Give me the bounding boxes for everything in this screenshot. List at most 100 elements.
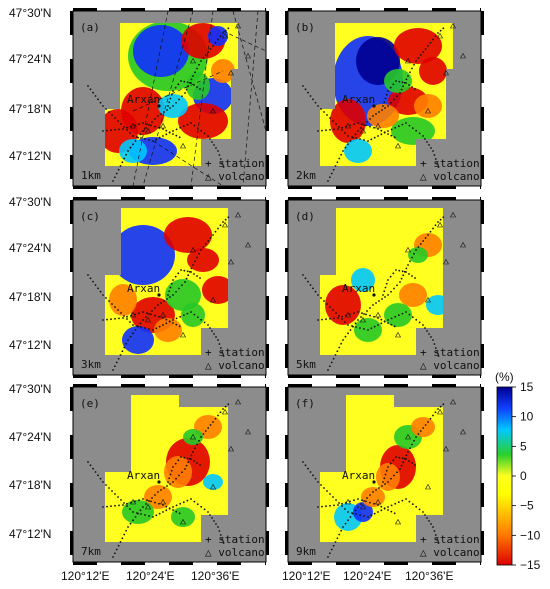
station-marker (373, 325, 376, 328)
station-marker (87, 274, 89, 276)
station-marker (314, 477, 317, 480)
volcano-marker (374, 498, 382, 505)
frame-bar (288, 384, 312, 387)
frame-bar (285, 344, 288, 368)
map-panel-f: Arxan (f) 9km + station△ volcano (285, 384, 484, 565)
station-marker (424, 327, 426, 329)
station-marker (352, 136, 354, 139)
station-marker (432, 526, 434, 528)
station-marker (309, 471, 312, 473)
station-marker (381, 485, 383, 487)
anomaly-region (414, 94, 442, 118)
station-marker (378, 300, 380, 302)
volcano-marker (209, 107, 217, 114)
station-marker (340, 529, 343, 532)
station-marker (183, 80, 186, 83)
station-marker (401, 312, 404, 315)
station-marker (123, 533, 126, 536)
station-marker (372, 491, 374, 493)
station-marker (92, 467, 94, 470)
station-marker (359, 327, 361, 329)
station-marker (442, 27, 445, 30)
station-marker (380, 133, 383, 136)
frame-bar (70, 483, 73, 507)
station-marker (190, 498, 192, 500)
station-marker (185, 277, 188, 280)
station-marker (336, 350, 339, 353)
station-marker (196, 275, 198, 277)
station-marker (390, 323, 393, 326)
station-marker (140, 137, 142, 139)
station-marker (212, 45, 214, 47)
fault-line (142, 10, 194, 187)
station-marker (122, 504, 124, 506)
station-marker (352, 325, 354, 328)
depth-label: 1km (81, 169, 101, 182)
station-marker (177, 272, 180, 275)
lat-tick-label: 47°24'N (9, 241, 51, 255)
frame-bar (70, 435, 73, 459)
station-marker (151, 497, 153, 499)
station-marker (355, 137, 357, 139)
frame-bar (481, 59, 484, 83)
station-marker (151, 310, 153, 312)
station-marker (312, 474, 314, 477)
station-marker (179, 502, 182, 505)
volcano-marker (359, 127, 367, 134)
station-marker (211, 517, 213, 519)
station-marker (439, 405, 442, 408)
volcano-marker (227, 258, 235, 265)
station-marker (341, 126, 343, 129)
station-marker (317, 319, 319, 321)
station-marker (434, 35, 437, 38)
frame-bar (285, 483, 288, 507)
station-marker (142, 311, 144, 313)
legend-station: + station (420, 533, 480, 546)
frame-bar (73, 186, 97, 189)
station-marker (125, 529, 128, 532)
station-marker (123, 126, 125, 128)
station-marker (215, 523, 217, 525)
station-marker (172, 279, 174, 281)
anomaly-region (181, 303, 205, 327)
station-marker (117, 357, 120, 360)
volcano-marker (344, 122, 352, 129)
station-marker (422, 511, 424, 513)
station-marker (166, 109, 168, 111)
station-marker (132, 511, 134, 513)
station-marker (190, 458, 192, 460)
station-marker (158, 502, 160, 505)
station-marker (120, 499, 122, 501)
station-marker (157, 304, 159, 306)
station-marker (179, 126, 182, 129)
station-marker (325, 505, 327, 508)
frame-bar (70, 248, 73, 272)
station-marker (398, 269, 401, 272)
station-marker (217, 414, 219, 417)
station-marker (126, 502, 128, 505)
frame-bar (432, 375, 456, 378)
frame-bar (285, 435, 288, 459)
station-marker (172, 322, 174, 324)
town-marker (157, 104, 161, 108)
lat-axis-row3: 47°30'N 47°24'N 47°18'N 47°12'N (9, 382, 51, 541)
station-marker (190, 311, 192, 313)
station-marker (132, 324, 134, 326)
station-marker (392, 83, 395, 86)
station-marker (162, 135, 164, 137)
frame-bar (432, 186, 456, 189)
station-marker (344, 508, 346, 510)
map-panels: Arxan(a)1km+ station△ volcanoArxan(b)2km… (70, 8, 484, 565)
station-marker (329, 504, 331, 507)
station-marker (434, 347, 437, 349)
station-marker (332, 544, 335, 547)
station-marker (390, 504, 393, 507)
station-marker (409, 71, 411, 74)
station-marker (353, 499, 355, 502)
frame-bar (217, 375, 241, 378)
volcano-marker (227, 69, 235, 76)
station-marker (432, 414, 434, 417)
station-marker (405, 311, 407, 313)
station-marker (377, 317, 379, 319)
station-marker (414, 88, 416, 90)
